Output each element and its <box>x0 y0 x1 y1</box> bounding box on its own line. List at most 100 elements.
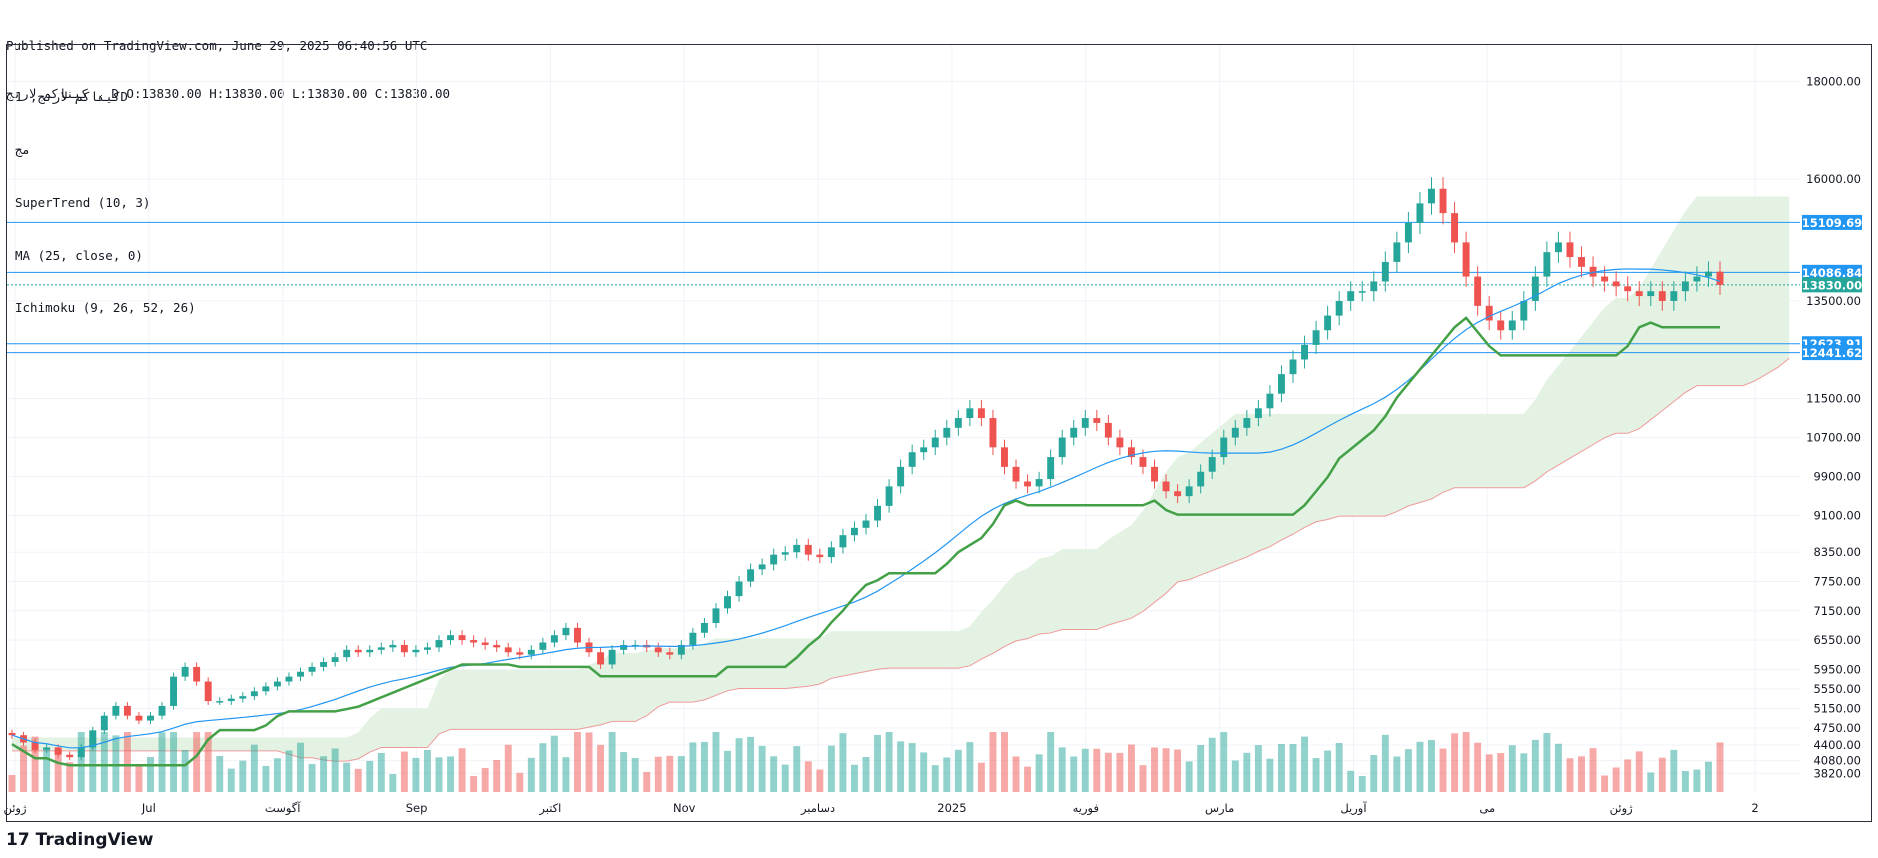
tradingview-logo[interactable]: 17 TradingView <box>6 830 153 850</box>
volume-bar <box>54 748 62 792</box>
candle-body <box>273 681 281 687</box>
volume-bar <box>1220 732 1228 792</box>
volume-bar <box>620 752 628 792</box>
candle-body <box>597 652 605 665</box>
legend-ma[interactable]: MA (25, close, 0) <box>15 247 143 263</box>
candle-body <box>966 408 974 419</box>
volume-bar <box>1416 741 1424 792</box>
volume-bar <box>1174 749 1182 792</box>
candle-body <box>1635 291 1643 297</box>
candle-body <box>677 644 685 655</box>
volume-bar <box>597 744 605 792</box>
time-tick-label: Nov <box>673 801 696 815</box>
volume-bar <box>1093 748 1101 792</box>
candle-body <box>1451 213 1459 243</box>
candle-body <box>54 747 62 755</box>
candle-body <box>839 535 847 548</box>
candle-body <box>897 466 905 487</box>
volume-bar <box>504 744 512 792</box>
volume-bar <box>366 760 374 792</box>
legend-exchange: مج <box>15 141 31 157</box>
candle-body <box>331 657 339 663</box>
price-label-text: 13830.00 <box>1802 278 1862 292</box>
volume-bar <box>170 732 178 792</box>
price-tick-label: 4400.00 <box>1813 738 1861 752</box>
volume-bar <box>1612 767 1620 792</box>
volume-bar <box>747 736 755 792</box>
legend-ichimoku[interactable]: Ichimoku (9, 26, 52, 26) <box>15 300 196 316</box>
candle-body <box>1589 266 1597 277</box>
candle-body <box>1035 479 1043 487</box>
volume-bar <box>954 749 962 792</box>
price-tick-label: 13500.00 <box>1806 294 1861 308</box>
candle-body <box>389 644 397 648</box>
volume-bar <box>677 756 685 792</box>
volume-bar <box>239 760 247 792</box>
candle-body <box>493 644 501 648</box>
volume-bar <box>1716 742 1724 792</box>
volume-bar <box>608 732 616 792</box>
candle-body <box>827 547 835 558</box>
volume-bar <box>977 762 985 792</box>
volume-bar <box>1197 745 1205 792</box>
candle-body <box>989 418 997 448</box>
candle-body <box>1681 281 1689 292</box>
volume-bar <box>1335 743 1343 792</box>
supertrend-line <box>11 316 1720 767</box>
volume-bar <box>1081 748 1089 792</box>
volume-bar <box>931 765 939 792</box>
volume-bar <box>1289 744 1297 792</box>
volume-bar <box>1104 752 1112 792</box>
candle-body <box>89 730 97 748</box>
volume-bar <box>1601 775 1609 792</box>
candle-body <box>804 544 812 555</box>
candle-body <box>1047 457 1055 480</box>
candle-body <box>1070 427 1078 438</box>
candle-body <box>112 705 120 716</box>
volume-bar <box>758 745 766 792</box>
volume-bar <box>181 750 189 792</box>
volume-bar <box>1254 745 1262 792</box>
price-tick-label: 11500.00 <box>1806 392 1861 406</box>
candle-body <box>412 649 420 653</box>
legend-supertrend[interactable]: SuperTrend (10, 3) <box>15 194 151 210</box>
candle-body <box>1301 344 1309 360</box>
volume-bar <box>1024 766 1032 792</box>
candle-body <box>1670 291 1678 301</box>
volume-bar <box>112 735 120 792</box>
candle-body <box>1508 320 1516 331</box>
volume-bar <box>1485 754 1493 792</box>
price-axis: 18000.00 16000.00 13500.00 11500.00 10700.00… <box>1802 74 1862 780</box>
candle-body <box>1197 471 1205 487</box>
volume-bar <box>966 742 974 792</box>
volume-bar <box>66 762 74 792</box>
volume-bar <box>1658 757 1666 792</box>
candle-body <box>297 671 304 677</box>
chart-frame[interactable] <box>6 44 1872 822</box>
volume-bar <box>343 762 351 792</box>
volume-bar <box>1127 744 1135 792</box>
candle-body <box>1624 286 1632 292</box>
candle-body <box>1208 457 1216 472</box>
candle-body <box>1012 466 1020 482</box>
candle-body <box>343 649 351 658</box>
price-label-text: 12441.62 <box>1802 346 1862 360</box>
candle-body <box>1716 271 1724 285</box>
candle-body <box>1243 418 1251 428</box>
volume-bar <box>1047 732 1055 792</box>
price-tick-label: 3820.00 <box>1813 766 1861 780</box>
price-label-box <box>1802 345 1862 361</box>
candle-body <box>204 681 212 702</box>
candle-body <box>550 635 558 643</box>
ichimoku-cloud <box>12 196 1790 762</box>
volume-bar <box>493 759 501 792</box>
volume-bar <box>1035 754 1043 792</box>
volume-bar <box>377 752 385 792</box>
volume-bar <box>1243 752 1251 792</box>
volume-bar <box>1139 765 1147 792</box>
volume-bar <box>1058 747 1066 792</box>
volume-bar <box>1566 758 1574 792</box>
volume-bar <box>216 756 224 792</box>
price-tick-label: 18000.00 <box>1806 74 1861 88</box>
